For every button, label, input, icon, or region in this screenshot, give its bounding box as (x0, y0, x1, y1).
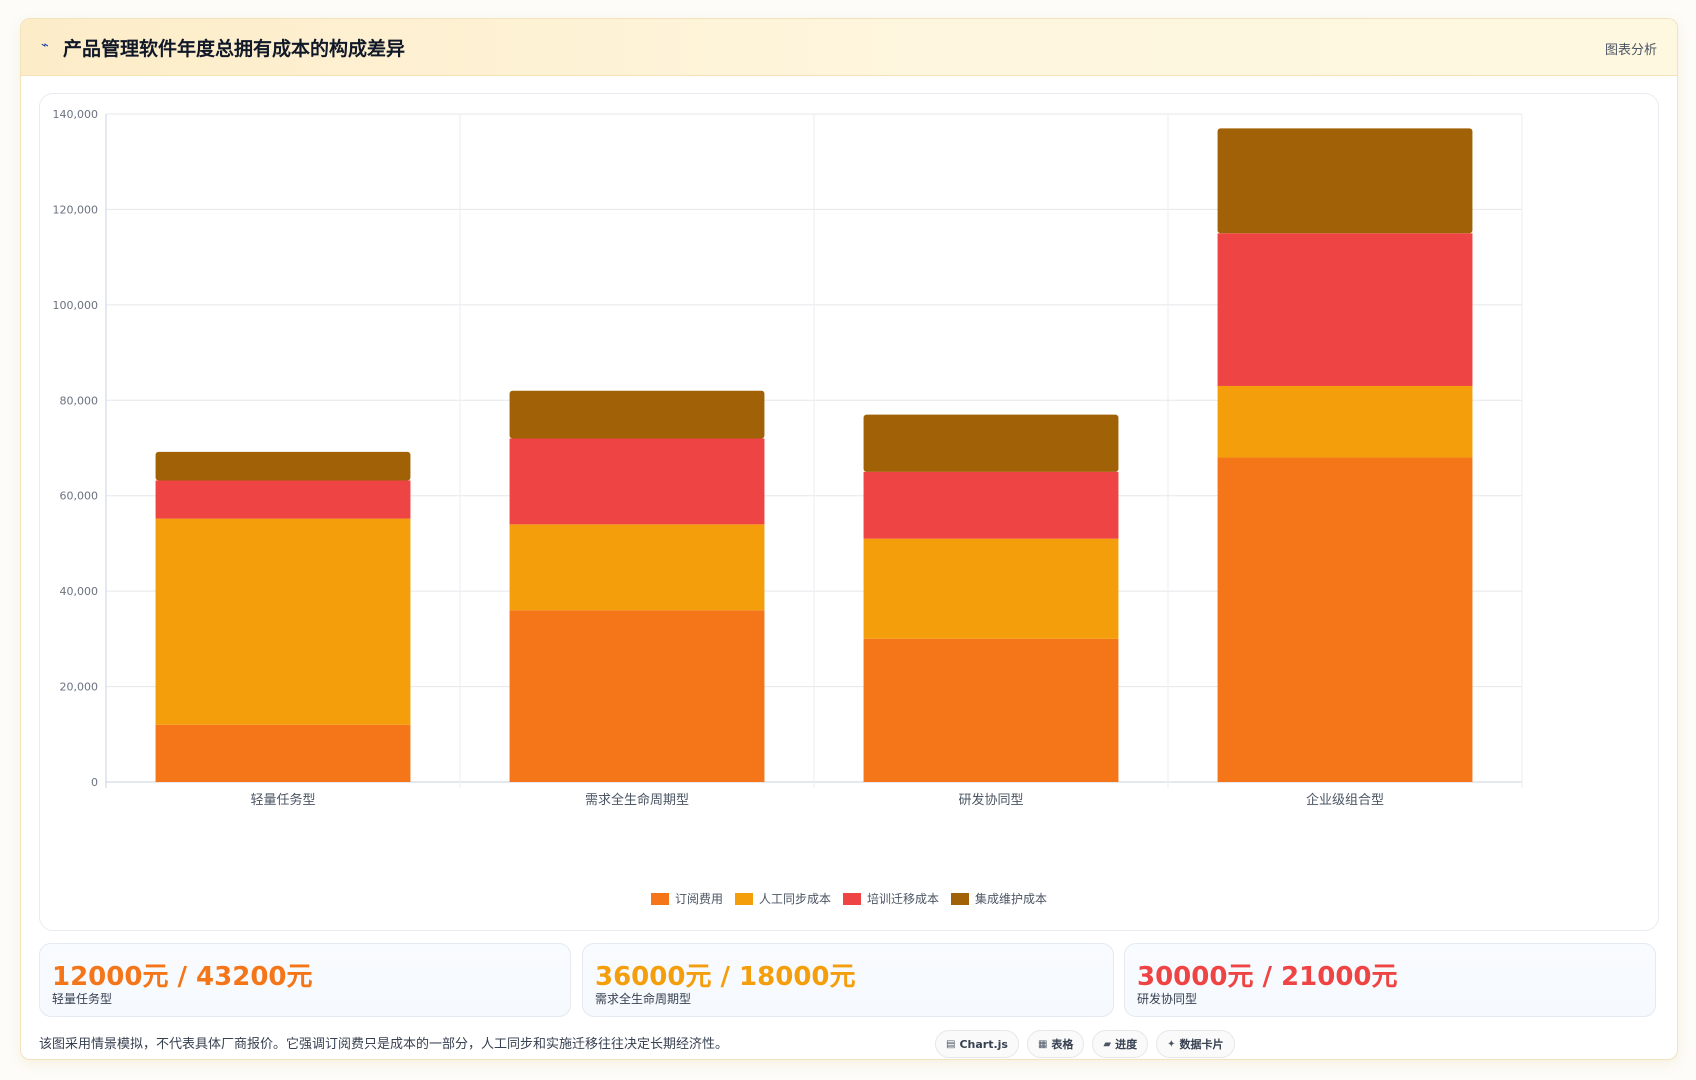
y-tick-label: 20,000 (60, 681, 99, 694)
chip-label: 数据卡片 (1179, 1038, 1224, 1051)
legend-item[interactable]: 集成维护成本 (951, 890, 1047, 907)
y-tick-label: 120,000 (53, 203, 99, 216)
bar-segment (155, 518, 411, 725)
legend-swatch (650, 892, 669, 905)
chart-footnote: 该图采用情景模拟，不代表具体厂商报价。它强调订阅费只是成本的一部分，人工同步和实… (39, 1037, 729, 1052)
chip-label: 表格 (1051, 1038, 1074, 1051)
y-tick-label: 100,000 (53, 299, 99, 312)
bar-segment (155, 480, 411, 519)
bar-segment (509, 524, 765, 611)
legend-item[interactable]: 订阅费用 (650, 890, 723, 907)
x-tick-label: 企业级组合型 (1306, 792, 1384, 808)
y-tick-label: 0 (91, 776, 98, 789)
bar-segment (155, 451, 411, 481)
bar-segment (509, 390, 765, 439)
x-tick-label: 需求全生命周期型 (585, 792, 689, 808)
legend-swatch (951, 892, 970, 905)
bar-segment (1217, 457, 1473, 782)
card-header: ⌁ 产品管理软件年度总拥有成本的构成差异 图表分析 (21, 19, 1677, 76)
chart-legend: 订阅费用 人工同步成本 培训迁移成本 集成维护成本 (40, 890, 1658, 907)
bar-segment (1217, 385, 1473, 458)
legend-item[interactable]: 培训迁移成本 (843, 890, 939, 907)
bar-segment (863, 538, 1119, 639)
chart-icon: ▤ (946, 1038, 956, 1050)
stat-label: 轻量任务型 (52, 992, 113, 1006)
y-tick-label: 60,000 (60, 490, 99, 503)
legend-swatch (843, 892, 861, 905)
chart-line-icon: ⌁ (41, 38, 49, 53)
sparkle-icon: ✦ (1167, 1038, 1176, 1050)
legend-label: 人工同步成本 (758, 892, 831, 906)
stat-value: 30000元 / 21000元 (1137, 962, 1398, 992)
chip-progress[interactable]: ▰ 进度 (1092, 1030, 1149, 1058)
stat-label: 研发协同型 (1137, 992, 1198, 1006)
view-chips: ▤ Chart.js ▦ 表格 ▰ 进度 ✦ 数据卡片 (935, 1030, 1235, 1058)
progress-icon: ▰ (1103, 1038, 1112, 1050)
chip-label: Chart.js (959, 1037, 1008, 1051)
legend-label: 集成维护成本 (975, 892, 1048, 906)
stat-card-light: 12000元 / 43200元 轻量任务型 (39, 943, 571, 1017)
chip-label: 进度 (1115, 1038, 1138, 1051)
chart-analysis-link[interactable]: 图表分析 (1604, 43, 1657, 58)
stat-cards: 12000元 / 43200元 轻量任务型 36000元 / 18000元 需求… (39, 943, 1659, 1017)
bar-segment (863, 414, 1119, 472)
chip-chartjs[interactable]: ▤ Chart.js (935, 1030, 1019, 1058)
page-title: 产品管理软件年度总拥有成本的构成差异 (63, 38, 406, 60)
legend-label: 订阅费用 (674, 892, 723, 906)
stat-card-rd: 30000元 / 21000元 研发协同型 (1124, 943, 1656, 1017)
bar-segment (509, 438, 765, 525)
stat-value: 12000元 / 43200元 (52, 962, 313, 992)
legend-swatch (734, 892, 753, 905)
y-tick-label: 80,000 (60, 394, 99, 407)
legend-item[interactable]: 人工同步成本 (734, 890, 831, 907)
legend-label: 培训迁移成本 (867, 892, 940, 906)
stat-label: 需求全生命周期型 (595, 992, 692, 1006)
x-tick-label: 轻量任务型 (250, 792, 315, 808)
bar-segment (1217, 128, 1473, 234)
y-tick-label: 40,000 (60, 585, 99, 598)
x-tick-label: 研发协同型 (958, 792, 1023, 808)
bar-segment (1217, 233, 1473, 386)
bar-segment (863, 638, 1119, 782)
bar-segment (509, 610, 765, 782)
chart-card: ⌁ 产品管理软件年度总拥有成本的构成差异 图表分析 0 20,000 40,000 6… (20, 18, 1678, 1060)
chart-container: 0 20,000 40,000 60,000 80,000 100,000 120,000 1… (39, 93, 1659, 931)
chip-table[interactable]: ▦ 表格 (1026, 1030, 1085, 1058)
stacked-bar-chart: 0 20,000 40,000 60,000 80,000 100,000 120,000 1… (53, 108, 1523, 808)
chip-data-cards[interactable]: ✦ 数据卡片 (1156, 1030, 1235, 1058)
stat-value: 36000元 / 18000元 (595, 962, 856, 992)
y-tick-label: 140,000 (53, 108, 99, 121)
bar-segment (863, 471, 1119, 539)
table-icon: ▦ (1037, 1038, 1048, 1050)
bar-segment (155, 724, 411, 782)
stat-card-lifecycle: 36000元 / 18000元 需求全生命周期型 (582, 943, 1114, 1017)
